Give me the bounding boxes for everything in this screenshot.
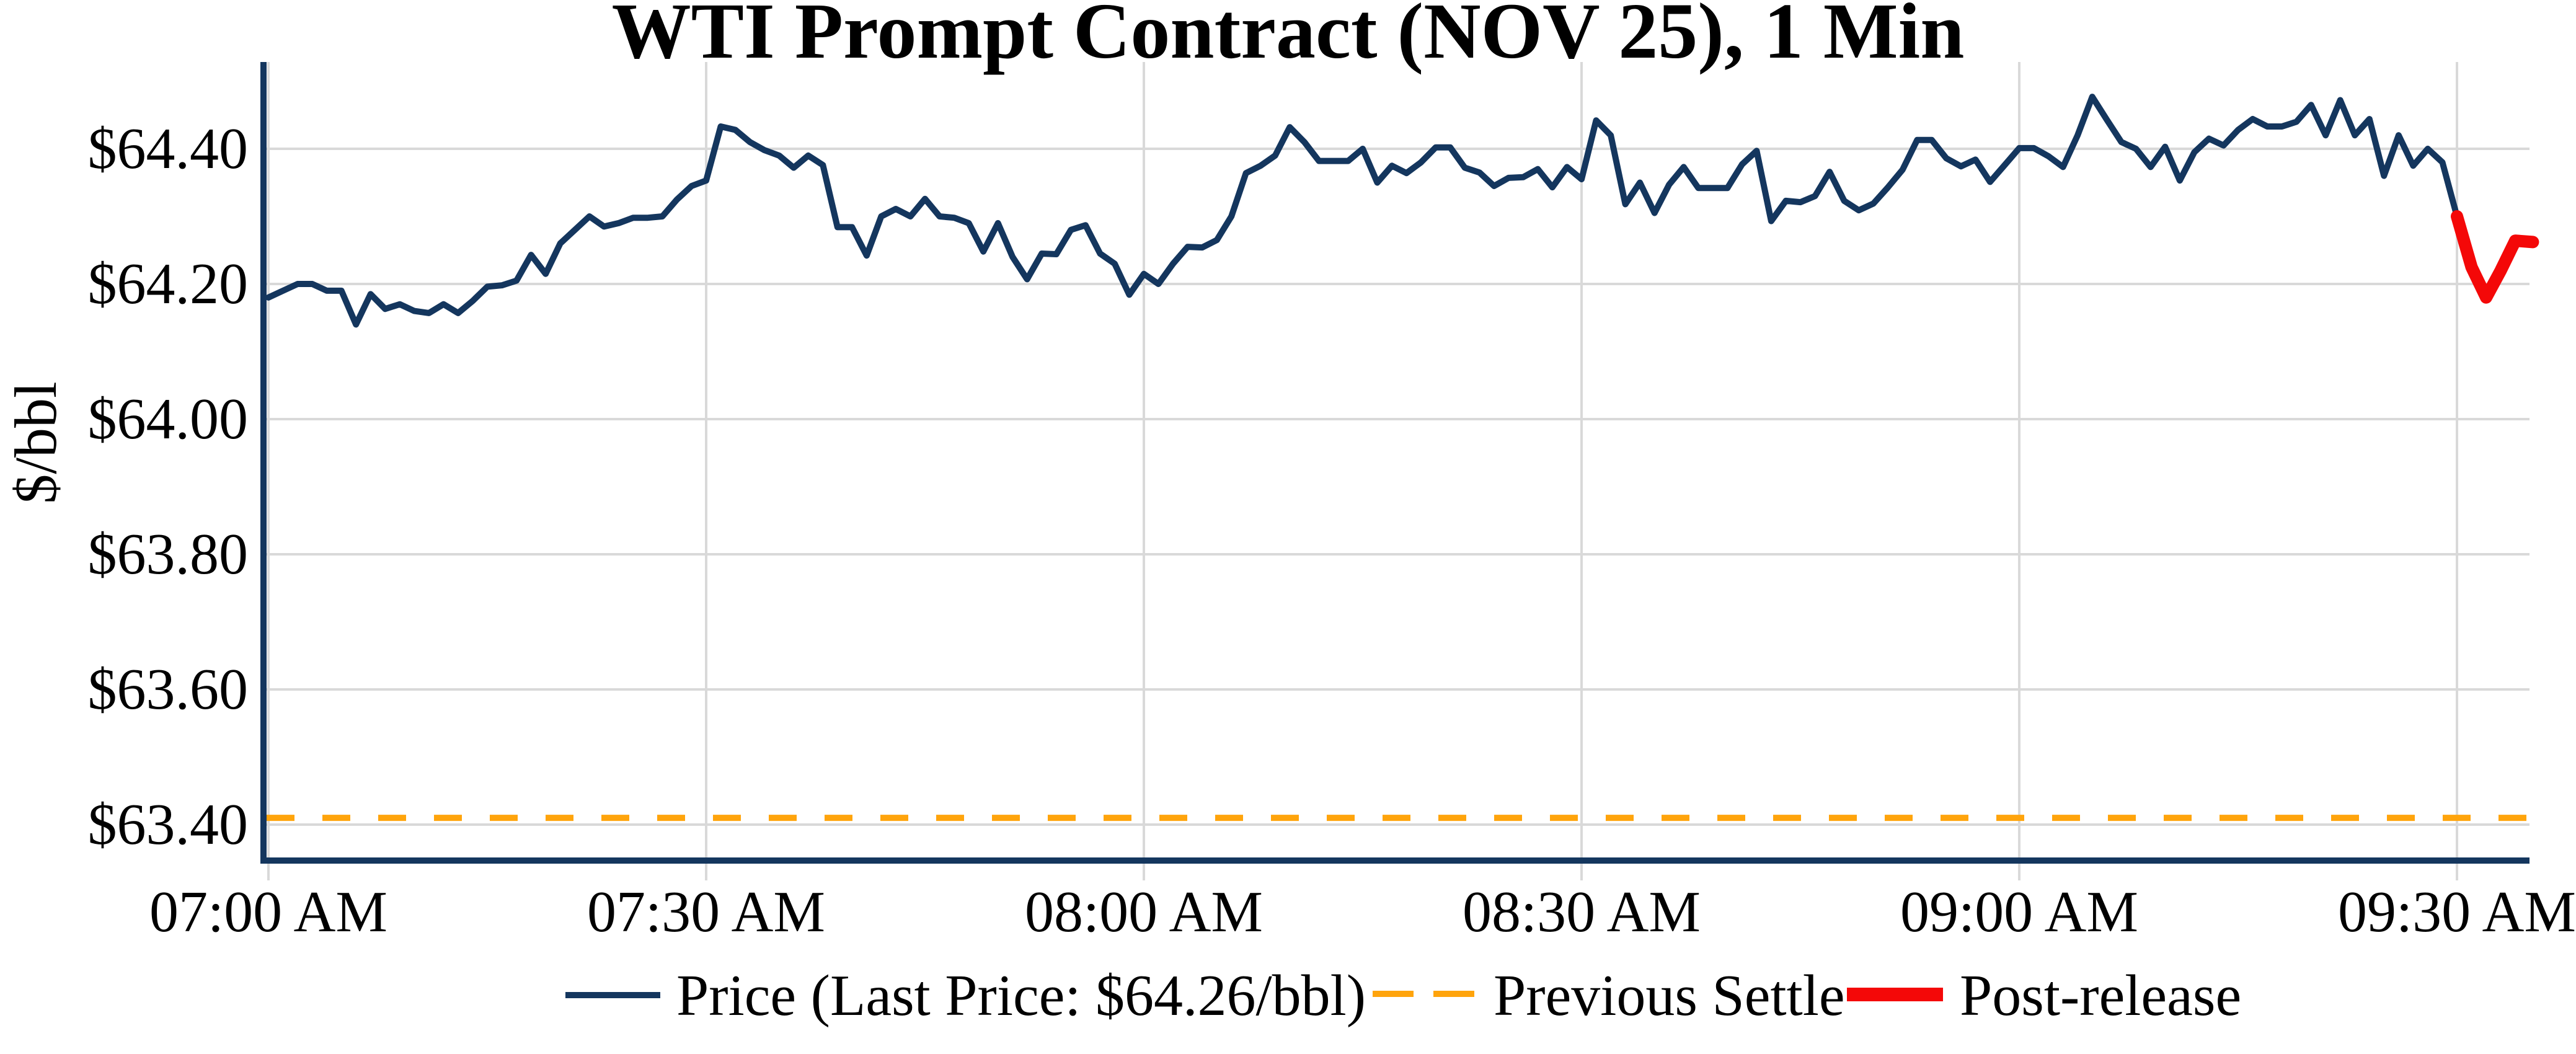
price-line (265, 94, 2460, 328)
legend-swatch-previous-settle (1373, 991, 1474, 997)
chart-title: WTI Prompt Contract (NOV 25), 1 Min (611, 0, 1965, 75)
x-tick-label: 09:00 AM (1900, 880, 2138, 944)
y-tick-label: $64.00 (87, 387, 249, 451)
x-tick-label: 07:30 AM (587, 880, 825, 944)
legend-swatch-price (565, 992, 660, 998)
x-tick-label: 08:30 AM (1463, 880, 1701, 944)
y-tick-label: $63.60 (87, 657, 249, 722)
x-tick-label: 07:00 AM (149, 880, 387, 944)
post-release-line (2451, 210, 2539, 304)
legend-label-price: Price (Last Price: $64.26/bbl) (676, 963, 1366, 1028)
legend-swatch-post-release (1847, 988, 1943, 1001)
legend-label-previous-settle: Previous Settle (1494, 963, 1845, 1028)
x-tick-label: 08:00 AM (1025, 880, 1263, 944)
y-tick-label: $64.20 (87, 252, 249, 316)
y-tick-label: $63.40 (87, 792, 249, 857)
legend-label-post-release: Post-release (1960, 963, 2242, 1028)
y-tick-label: $64.40 (87, 117, 249, 181)
x-tick-label: 09:30 AM (2338, 880, 2576, 944)
y-tick-label: $63.80 (87, 522, 249, 587)
